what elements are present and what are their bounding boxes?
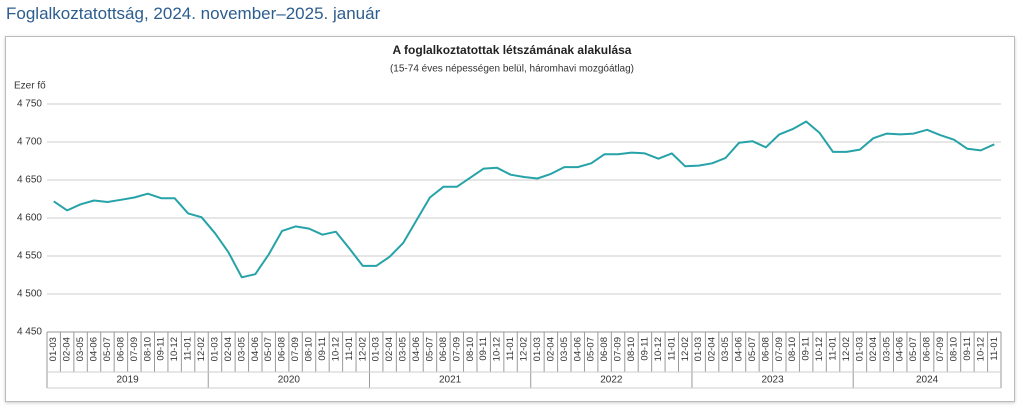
x-tick-label: 09-11 [317,337,328,361]
x-tick-label: 03-05 [75,337,86,361]
x-tick-label: 01-03 [371,337,382,361]
x-tick-label: 05-07 [102,337,113,361]
x-tick-label: 06-08 [277,337,288,361]
x-tick-label: 12-02 [519,337,530,361]
x-tick-label: 09-11 [156,337,167,361]
x-tick-label: 08-10 [142,337,153,361]
x-tick-label: 07-09 [290,337,301,361]
x-tick-label: 09-11 [801,337,812,361]
y-tick-label: 4 550 [17,251,42,262]
x-tick-label: 06-08 [115,337,126,361]
chart-title: A foglalkoztatottak létszámának alakulás… [393,43,632,57]
x-tick-label: 08-10 [626,337,637,361]
x-group-label: 2020 [278,375,301,386]
x-tick-label: 10-12 [975,337,986,361]
x-tick-label: 11-01 [344,337,355,361]
x-tick-label: 04-06 [411,337,422,361]
x-tick-label: 04-06 [250,337,261,361]
x-tick-label: 10-12 [492,337,503,361]
x-group-label: 2019 [116,375,139,386]
x-tick-label: 03-05 [559,337,570,361]
x-tick-label: 11-01 [989,337,1000,361]
page-title: Foglalkoztatottság, 2024. november–2025.… [6,4,381,23]
x-tick-label: 01-03 [48,337,59,361]
x-tick-label: 04-06 [89,337,100,361]
x-tick-label: 06-08 [760,337,771,361]
x-tick-label: 07-09 [451,337,462,361]
x-tick-label: 11-01 [666,337,677,361]
x-tick-label: 01-03 [854,337,865,361]
y-tick-label: 4 600 [17,213,42,224]
x-tick-label: 10-12 [169,337,180,361]
x-tick-label: 02-04 [384,337,395,361]
x-tick-label: 08-10 [948,337,959,361]
x-tick-label: 04-06 [572,337,583,361]
x-tick-label: 12-02 [196,337,207,361]
x-tick-label: 11-01 [505,337,516,361]
x-tick-label: 10-12 [653,337,664,361]
x-tick-label: 09-11 [962,337,973,361]
x-tick-label: 06-08 [922,337,933,361]
y-tick-label: 4 700 [17,137,42,148]
x-group-label: 2022 [600,375,623,386]
x-tick-label: 12-02 [680,337,691,361]
x-group-label: 2024 [916,375,939,386]
x-tick-label: 05-07 [747,337,758,361]
x-group-label: 2023 [761,375,784,386]
x-tick-label: 09-11 [639,337,650,361]
x-tick-label: 05-07 [263,337,274,361]
x-tick-label: 01-03 [532,337,543,361]
x-tick-label: 02-04 [868,337,879,361]
chart-frame [5,36,1015,402]
y-tick-label: 4 750 [17,99,42,110]
x-tick-label: 08-10 [304,337,315,361]
x-tick-label: 10-12 [814,337,825,361]
x-tick-label: 03-05 [398,337,409,361]
x-tick-label: 05-07 [908,337,919,361]
x-tick-label: 04-06 [895,337,906,361]
x-tick-label: 10-12 [330,337,341,361]
chart-subtitle: (15-74 éves népességen belül, háromhavi … [390,64,634,75]
x-tick-label: 05-07 [424,337,435,361]
x-group-label: 2021 [439,375,462,386]
x-tick-label: 12-02 [357,337,368,361]
x-tick-label: 02-04 [223,337,234,361]
x-tick-label: 08-10 [465,337,476,361]
x-tick-label: 02-04 [707,337,718,361]
y-axis-label: Ezer fő [14,81,46,92]
x-tick-label: 09-11 [478,337,489,361]
x-tick-label: 03-05 [236,337,247,361]
y-tick-label: 4 450 [17,327,42,338]
x-tick-label: 06-08 [438,337,449,361]
x-tick-label: 12-02 [841,337,852,361]
x-tick-label: 03-05 [720,337,731,361]
x-tick-label: 07-09 [935,337,946,361]
x-tick-label: 08-10 [787,337,798,361]
x-tick-label: 04-06 [734,337,745,361]
x-tick-label: 01-03 [209,337,220,361]
y-tick-label: 4 650 [17,175,42,186]
x-tick-label: 05-07 [586,337,597,361]
x-tick-label: 03-05 [881,337,892,361]
x-tick-label: 07-09 [129,337,140,361]
x-tick-label: 01-03 [693,337,704,361]
x-tick-label: 07-09 [774,337,785,361]
x-tick-label: 07-09 [613,337,624,361]
x-tick-label: 11-01 [183,337,194,361]
line [53,120,995,279]
x-tick-label: 11-01 [828,337,839,361]
y-tick-label: 4 500 [17,289,42,300]
x-tick-label: 06-08 [599,337,610,361]
x-tick-label: 02-04 [62,337,73,361]
x-tick-label: 02-04 [545,337,556,361]
